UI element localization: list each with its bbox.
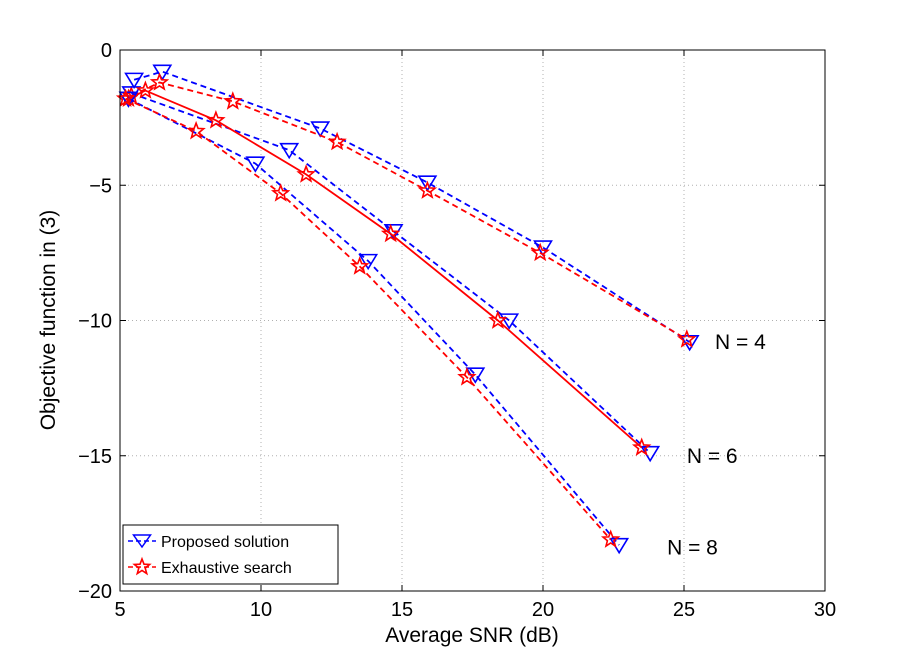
- data-point-star: [349, 256, 370, 275]
- series-n4-exhaustive: [121, 72, 697, 348]
- series-line: [133, 70, 691, 343]
- data-point-triangle: [310, 121, 331, 138]
- legend-marker-star: [132, 556, 152, 576]
- data-point-triangle: [499, 313, 520, 330]
- data-point-triangle: [245, 156, 266, 173]
- data-point-star: [206, 110, 226, 129]
- data-point-star: [457, 367, 477, 386]
- data-point-star: [223, 91, 243, 110]
- series-line: [130, 92, 651, 454]
- data-point-triangle: [417, 175, 438, 192]
- x-tick-label: 10: [250, 599, 272, 621]
- data-point-triangle: [358, 253, 379, 271]
- y-tick-label: −15: [78, 446, 112, 468]
- series-layer: [115, 64, 700, 555]
- data-point-star: [631, 437, 652, 456]
- data-point-star: [327, 131, 347, 151]
- legend-item-proposed: Proposed solution: [128, 534, 289, 551]
- x-tick-label: 5: [114, 599, 125, 621]
- tick-labels: 5 10 15 20 25 30 0 −5 −10 −15 −20: [78, 40, 836, 621]
- x-tick-label: 30: [814, 599, 836, 621]
- data-point-star: [186, 120, 206, 140]
- legend-label-exhaustive: Exhaustive search: [161, 560, 292, 577]
- series-line: [130, 81, 688, 341]
- series-line: [128, 89, 643, 449]
- legend: Proposed solution Exhaustive search: [122, 524, 339, 585]
- annotation-label: N = 6: [687, 445, 738, 468]
- y-tick-label: 0: [101, 40, 112, 62]
- data-point-triangle: [152, 64, 173, 81]
- annotations: N = 4 N = 6 N = 8: [667, 331, 766, 560]
- legend-item-exhaustive: Exhaustive search: [128, 556, 292, 577]
- data-point-triangle: [118, 91, 139, 108]
- grid: [120, 50, 825, 591]
- x-tick-label: 15: [391, 599, 413, 621]
- data-point-star: [270, 183, 291, 202]
- series-n6-proposed: [121, 86, 661, 463]
- legend-box: [122, 524, 339, 585]
- axis-ticks: [119, 49, 826, 592]
- data-point-star: [296, 164, 316, 183]
- y-axis-label: Objective function in (3): [37, 210, 60, 431]
- x-axis-label: Average SNR (dB): [385, 624, 559, 647]
- y-tick-label: −10: [78, 311, 112, 333]
- annotation-label: N = 4: [715, 331, 766, 354]
- data-point-star: [135, 80, 156, 99]
- series-n8-exhaustive: [115, 88, 621, 548]
- data-point-triangle: [124, 72, 145, 89]
- data-point-triangle: [279, 142, 300, 160]
- data-point-star: [488, 310, 508, 329]
- data-point-star: [149, 72, 170, 91]
- annotation-label: N = 8: [667, 537, 718, 560]
- series-line: [125, 97, 612, 541]
- series-n8-proposed: [118, 91, 630, 555]
- legend-label-proposed: Proposed solution: [161, 534, 289, 551]
- data-point-star: [380, 223, 401, 243]
- x-tick-label: 20: [532, 599, 554, 621]
- y-tick-label: −5: [89, 175, 112, 197]
- series-n6-exhaustive: [118, 80, 652, 456]
- data-point-star: [677, 329, 697, 348]
- y-tick-label: −20: [78, 581, 112, 603]
- data-point-star: [417, 180, 438, 199]
- x-tick-label: 25: [673, 599, 695, 621]
- series-line: [128, 97, 620, 546]
- data-point-star: [600, 529, 621, 548]
- data-point-star: [530, 242, 550, 262]
- legend-marker-triangle: [132, 534, 152, 549]
